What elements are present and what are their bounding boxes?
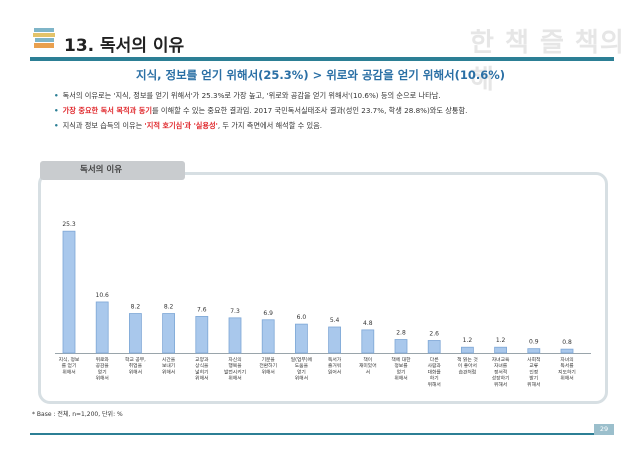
category-label: 지식, 정보 를 얻기 위해서 [59,356,80,375]
bar [294,323,308,354]
bullet-text-pre: 독서의 이유로는 '지식, 정보를 얻기 위해서'가 25.3%로 가장 높고,… [62,91,441,100]
category-label: 다른 사람과 대화를 하기 위해서 [428,356,442,388]
data-label: 4.8 [363,320,373,327]
bar [228,317,242,354]
bar [328,326,342,354]
bullet-text-post: 를 이해할 수 있는 중요한 결과임. 2017 국민독서실태조사 결과(성인 … [151,106,468,115]
data-label: 7.6 [197,306,207,313]
bullet-list: • 독서의 이유로는 '지식, 정보를 얻기 위해서'가 25.3%로 가장 높고… [54,88,624,133]
bullet-text-pre: 지식과 정보 습득의 이유는 [62,121,145,130]
chart-panel-tab: 독서의 이유 [40,161,185,180]
category-label: 위로와 공감을 얻기 위해서 [96,356,110,382]
data-label: 8.2 [131,304,141,311]
data-label: 2.6 [429,330,439,337]
bullet-text-post: , 두 가지 측면에서 해석할 수 있음. [217,121,323,130]
watermark-logo: 한 책 즐 책의해 [470,28,625,95]
category-label: 독서가 즐거워 읽어서 [328,356,342,375]
bullet-dot-icon: • [54,106,59,115]
bullet-highlight: 가장 중요한 독서 목적과 동기 [62,106,152,115]
category-label: 사회적 교류 인정 받기 위해서 [527,356,540,388]
bar [494,346,508,354]
header-divider [30,57,614,61]
bar [427,340,441,354]
page-number: 29 [594,424,614,435]
data-label: 8.2 [164,304,174,311]
category-label: 책에 대한 정보를 얻기 위해서 [391,356,411,382]
bar-chart: 25.3 지식, 정보 를 얻기 위해서 10.6 위로와 공감을 얻기 위해서 8.2 학교 공부… [55,221,591,388]
category-label: 기분을 전환하기 위해서 [259,356,277,375]
bar [261,319,275,354]
bar [527,348,541,354]
data-label: 2.8 [396,330,406,337]
data-label: 5.4 [330,317,340,324]
bullet-dot-icon: • [54,121,59,130]
bar [129,313,142,354]
footnote: * Base : 전체, n=1,200, 단위: % [32,411,123,418]
category-label: 교양과 상식을 넓히기 위해서 [195,356,209,382]
category-label: 자신의 행복을 발전시키기 위해서 [224,356,246,382]
chart-headline: 지식, 정보를 얻기 위해서(25.3%) > 위로와 공감을 얻기 위해서(1… [135,68,506,82]
page-header: 13. 독서의 이유 한 책 즐 책의해 [0,0,641,95]
bar [394,339,408,354]
books-icon [33,28,55,48]
data-label: 1.2 [496,337,506,344]
category-label: 시간을 보내기 위해서 [162,356,176,375]
bullet-highlight: '지적 호기심'과 '실용성' [144,121,218,130]
category-label: 일(업무)에 도움을 얻기 위해서 [291,356,312,382]
bar [62,230,76,354]
category-label: 자녀의 독서를 지도하기 위해서 [558,356,576,382]
bullet-item: • 가장 중요한 독서 목적과 동기를 이해할 수 있는 중요한 결과임. 201… [54,103,624,118]
bullet-item: • 지식과 정보 습득의 이유는 '지적 호기심'과 '실용성', 두 가지 측면… [54,118,624,133]
chart-panel: 25.3 지식, 정보 를 얻기 위해서 10.6 위로와 공감을 얻기 위해서 8.2 학교 공부… [38,172,608,404]
bullet-item: • 독서의 이유로는 '지식, 정보를 얻기 위해서'가 25.3%로 가장 높고… [54,88,624,103]
category-label: 학교 공부, 취업을 위해서 [125,356,146,375]
data-label: 10.6 [96,292,110,299]
data-label: 7.3 [230,308,240,315]
data-label: 6.0 [297,314,307,321]
bar [361,329,375,354]
data-label: 0.8 [562,339,572,346]
bar [95,301,109,354]
footer-divider [30,433,614,435]
data-label: 1.2 [463,337,473,344]
page-title: 13. 독서의 이유 [64,36,185,56]
bar [195,316,209,354]
bullet-dot-icon: • [54,91,59,100]
category-label: 책이 재미있어 서 [359,356,377,375]
data-label: 25.3 [62,221,76,228]
data-label: 6.9 [263,310,273,317]
data-label: 0.9 [529,339,539,346]
bar [162,313,175,354]
bar [460,346,474,354]
bar [560,348,574,354]
category-label: 자녀교육 자녀를 정서적 성장하기 위해서 [492,356,510,388]
